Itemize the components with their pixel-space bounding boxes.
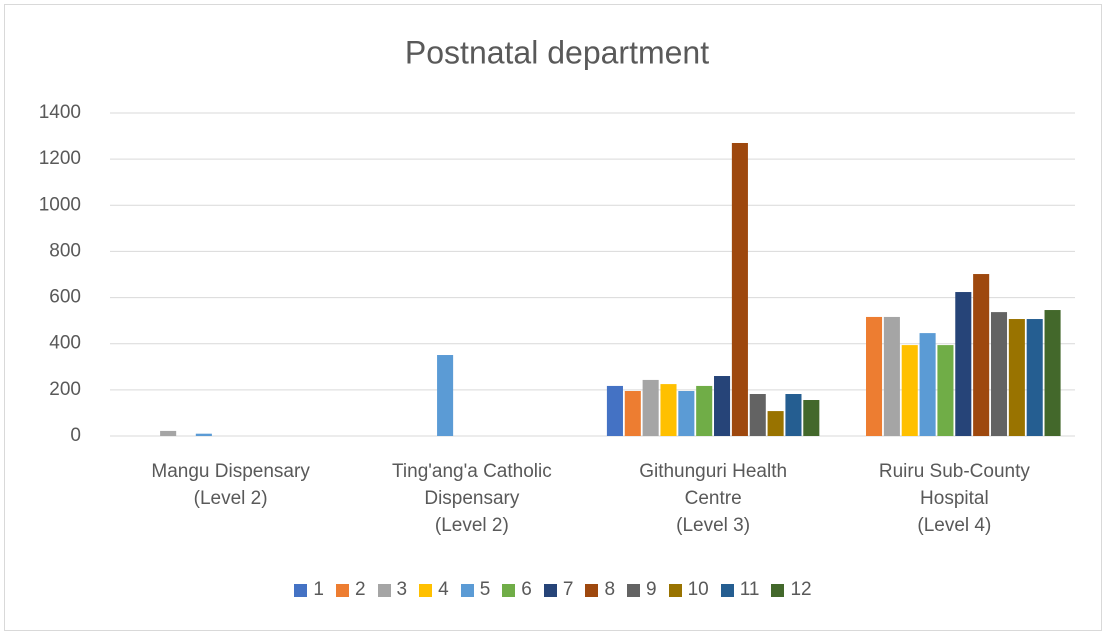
- legend-swatch: [668, 583, 682, 597]
- legend-item: 6: [502, 579, 532, 601]
- legend-label: 7: [562, 579, 574, 600]
- legend-item: 3: [377, 579, 408, 601]
- legend-swatch: [294, 583, 308, 597]
- bar: [973, 274, 990, 436]
- legend-item: 4: [419, 579, 449, 601]
- legend-label: 11: [739, 579, 760, 600]
- legend-swatch: [585, 583, 599, 597]
- legend-swatch: [720, 583, 734, 597]
- chart-border: [4, 4, 1102, 631]
- bar: [883, 316, 900, 436]
- legend-swatch: [771, 583, 785, 597]
- bar: [642, 379, 659, 436]
- legend-item: 7: [543, 579, 574, 601]
- legend-label: 3: [396, 579, 408, 600]
- bar: [437, 355, 454, 436]
- x-tick-label: Mangu Dispensary (Level 2): [151, 461, 310, 509]
- bar: [767, 411, 784, 436]
- legend-swatch: [627, 583, 641, 597]
- legend-label: 2: [354, 579, 366, 600]
- bar: [714, 376, 731, 436]
- legend-swatch: [460, 583, 474, 597]
- legend-swatch: [419, 583, 433, 597]
- bar: [731, 142, 748, 436]
- legend-label: 4: [438, 579, 449, 600]
- legend-item: 10: [668, 579, 709, 601]
- bar: [606, 385, 623, 436]
- legend-label: 5: [479, 579, 491, 600]
- bar: [678, 391, 695, 436]
- legend-label: 10: [687, 579, 709, 600]
- legend-label: 8: [604, 579, 616, 600]
- bar: [749, 394, 766, 436]
- legend-item: 8: [585, 579, 615, 601]
- y-tick-label: 1400: [39, 102, 81, 123]
- legend-item: 5: [460, 579, 491, 601]
- x-tick-label: Ruiru Sub-County Hospital (Level 4): [878, 461, 1030, 536]
- bar: [660, 384, 677, 436]
- legend-swatch: [377, 583, 391, 597]
- legend-item: 11: [720, 579, 760, 601]
- legend-item: 12: [771, 579, 812, 601]
- legend-item: 9: [627, 579, 657, 601]
- legend-label: 6: [521, 579, 532, 600]
- bar: [990, 312, 1008, 436]
- legend-label: 1: [313, 579, 324, 600]
- x-tick-label: Githunguri Health Centre (Level 3): [639, 461, 788, 536]
- chart-title: Postnatal department: [405, 34, 709, 70]
- legend-label: 9: [646, 579, 657, 600]
- bar: [866, 316, 883, 436]
- bar: [1026, 319, 1043, 436]
- x-tick-label: Ting'ang'a Catholic Dispensary (Level 2): [392, 461, 552, 536]
- bar: [696, 385, 713, 436]
- y-tick-label: 400: [49, 333, 81, 354]
- y-tick-label: 200: [49, 379, 81, 400]
- bar: [160, 430, 177, 436]
- bar: [1008, 319, 1025, 436]
- legend-swatch: [335, 583, 349, 597]
- y-tick-label: 1000: [39, 194, 81, 215]
- bar: [955, 292, 972, 436]
- bar: [937, 345, 954, 436]
- legend-swatch: [543, 583, 557, 597]
- legend-label: 12: [790, 579, 812, 600]
- legend-item: 1: [294, 579, 324, 601]
- bar: [195, 433, 212, 436]
- legend: 1 2 3 4 5 6 7 8 9 10 11 12: [0, 579, 1106, 601]
- bar: [901, 345, 918, 436]
- bar: [624, 391, 641, 436]
- bar: [803, 400, 820, 436]
- bar: [785, 394, 802, 436]
- bar: [1044, 310, 1061, 436]
- y-tick-label: 800: [49, 240, 81, 261]
- y-tick-label: 0: [70, 425, 81, 446]
- y-tick-label: 600: [49, 287, 81, 308]
- legend-swatch: [502, 583, 516, 597]
- legend-item: 2: [335, 579, 366, 601]
- bar: [919, 333, 936, 436]
- y-tick-label: 1200: [39, 148, 81, 169]
